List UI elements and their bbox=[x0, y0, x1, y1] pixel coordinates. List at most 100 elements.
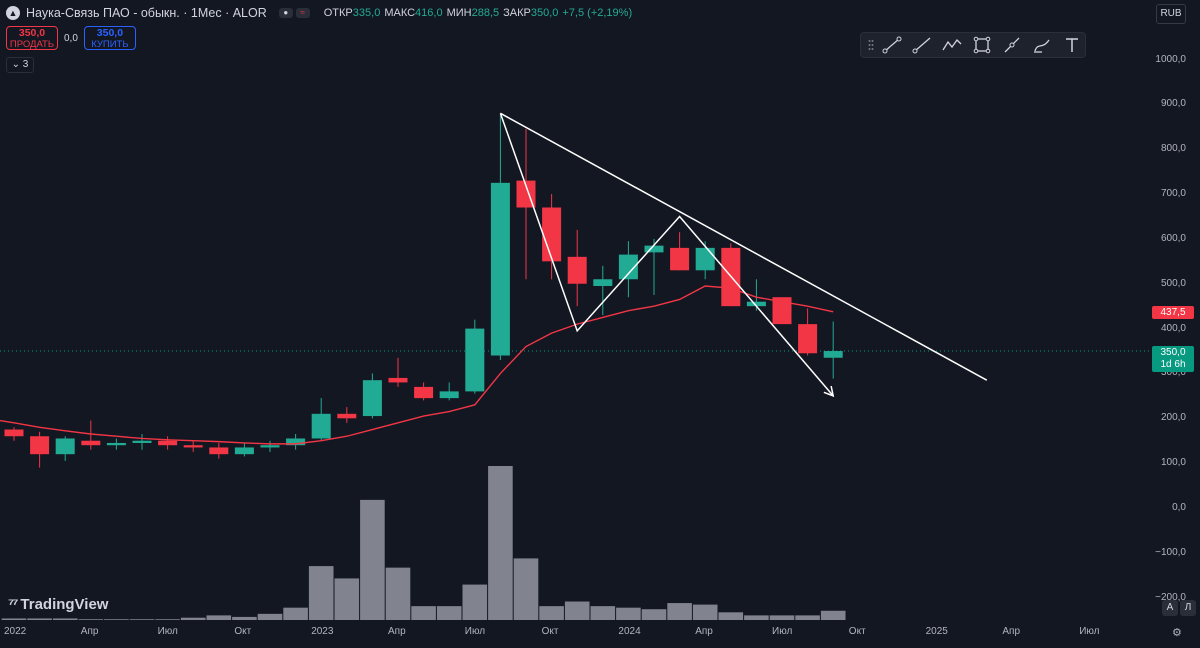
price-tick-label: 900,0 bbox=[1160, 98, 1186, 110]
volume-bar bbox=[488, 466, 513, 620]
candle-body bbox=[132, 440, 152, 443]
time-tick-label: Окт bbox=[541, 626, 559, 637]
volume-bar bbox=[513, 558, 539, 620]
ohlc-value: 416,0 bbox=[415, 7, 443, 19]
time-tick-label: Окт bbox=[234, 626, 252, 637]
trade-buttons: 350,0 ПРОДАТЬ 0,0 350,0 КУПИТЬ bbox=[6, 26, 136, 50]
settings-gear-icon[interactable]: ⚙ bbox=[1172, 627, 1182, 639]
ohlc-item: МАКС416,0 bbox=[384, 7, 442, 19]
tradingview-logo-icon: ⁷⁷ bbox=[8, 596, 18, 613]
time-tick-label: Апр bbox=[1002, 626, 1021, 637]
volume-bar bbox=[411, 606, 436, 620]
trend-line-icon[interactable] bbox=[879, 34, 905, 56]
ohlc-item: МИН288,5 bbox=[447, 7, 500, 19]
tradingview-logo[interactable]: ⁷⁷ TradingView bbox=[8, 596, 108, 613]
time-tick-label: 2023 bbox=[311, 626, 334, 637]
volume-bar bbox=[539, 606, 564, 620]
price-tick-label: 100,0 bbox=[1160, 457, 1186, 469]
volume-bar bbox=[257, 613, 283, 620]
ohlc-key: ОТКР bbox=[323, 7, 353, 19]
candle-body bbox=[30, 436, 50, 455]
drag-handle-icon[interactable] bbox=[867, 34, 875, 56]
candle-body bbox=[337, 413, 357, 419]
symbol-logo-icon[interactable]: ▲ bbox=[6, 6, 20, 20]
time-tick-label: 2022 bbox=[4, 626, 27, 637]
candle-body bbox=[670, 247, 690, 271]
ohlc-key: МИН bbox=[446, 7, 472, 19]
candle-body bbox=[414, 386, 434, 399]
candle-body bbox=[388, 377, 408, 383]
ohlc-key: МАКС bbox=[384, 7, 416, 19]
volume-bar bbox=[744, 615, 769, 620]
time-tick-label: Июл bbox=[464, 626, 486, 637]
candle-body bbox=[55, 438, 75, 455]
volume-bar bbox=[590, 606, 616, 620]
volume-bar bbox=[641, 609, 667, 620]
price-tick-label: −200,0 bbox=[1155, 591, 1186, 603]
candle-body bbox=[593, 279, 613, 286]
last-price-value: 350,0 bbox=[1160, 347, 1186, 358]
sell-button[interactable]: 350,0 ПРОДАТЬ bbox=[6, 26, 58, 50]
market-status-icon[interactable]: ● bbox=[278, 8, 293, 18]
rectangle-icon[interactable] bbox=[969, 34, 995, 56]
volume-bar bbox=[155, 619, 180, 620]
bar-countdown: 1d 6h bbox=[1160, 359, 1186, 370]
time-tick-label: Июл bbox=[772, 626, 793, 637]
chart-header: ▲ Наука-Связь ПАО - обыкн. · 1Мес · ALOR… bbox=[6, 4, 632, 22]
candle-body bbox=[234, 447, 254, 455]
price-tick-label: 200,0 bbox=[1160, 412, 1186, 424]
moving-average-line bbox=[0, 285, 834, 445]
candle-body bbox=[567, 256, 587, 284]
ohlc-value: 288,5 bbox=[471, 7, 500, 19]
volume-bar bbox=[718, 612, 744, 620]
candle-body bbox=[772, 297, 792, 325]
trend-line-drawing bbox=[500, 112, 988, 381]
volume-bar bbox=[1, 618, 27, 620]
volume-bar bbox=[308, 566, 334, 620]
auto-scale-button[interactable]: A bbox=[1162, 600, 1178, 616]
ray-line-icon[interactable] bbox=[909, 34, 935, 56]
volume-bar bbox=[52, 618, 78, 620]
volume-bar bbox=[334, 578, 360, 620]
candle-body bbox=[542, 207, 562, 262]
data-delay-icon[interactable]: ≈ bbox=[295, 8, 310, 18]
volume-bar bbox=[462, 584, 488, 620]
text-icon[interactable] bbox=[1059, 34, 1085, 56]
time-tick-label: Апр bbox=[388, 626, 406, 637]
candle-body bbox=[695, 247, 715, 271]
candle-body bbox=[286, 438, 306, 446]
buy-button[interactable]: 350,0 КУПИТЬ bbox=[83, 26, 136, 50]
ohlc-item: +7,5 (+2,19%) bbox=[562, 7, 632, 19]
pattern-icon[interactable] bbox=[939, 34, 965, 56]
candle-body bbox=[4, 429, 24, 437]
brush-icon[interactable] bbox=[999, 34, 1025, 56]
drawing-toolbar bbox=[860, 32, 1086, 58]
candle-body bbox=[746, 301, 766, 307]
candle-body bbox=[465, 328, 485, 392]
symbol-title[interactable]: Наука-Связь ПАО - обыкн. · 1Мес · ALOR bbox=[26, 6, 267, 20]
ma-price-label: 437,5 bbox=[1152, 306, 1194, 319]
buy-price: 350,0 bbox=[96, 27, 124, 39]
volume-bar bbox=[769, 615, 795, 620]
price-tick-label: 800,0 bbox=[1160, 143, 1186, 155]
ohlc-key: ЗАКР bbox=[503, 7, 531, 19]
ohlc-value: +7,5 (+2,19%) bbox=[562, 7, 633, 19]
log-scale-button[interactable]: Л bbox=[1180, 600, 1196, 616]
candle-body bbox=[260, 445, 280, 448]
volume-bar bbox=[180, 617, 206, 620]
sell-price: 350,0 bbox=[18, 27, 46, 39]
candle-body bbox=[183, 445, 203, 448]
candle-body bbox=[362, 380, 382, 417]
price-tick-label: 400,0 bbox=[1160, 322, 1186, 334]
price-tick-label: 500,0 bbox=[1160, 277, 1186, 289]
price-tick-label: −100,0 bbox=[1155, 546, 1186, 558]
volume-bar bbox=[206, 615, 232, 620]
volume-bar bbox=[564, 601, 590, 620]
price-tick-label: 600,0 bbox=[1160, 232, 1186, 244]
currency-selector[interactable]: RUB bbox=[1156, 4, 1186, 24]
pen-icon[interactable] bbox=[1029, 34, 1055, 56]
indicators-toggle[interactable]: ⌄ 3 bbox=[6, 57, 34, 73]
candle-body bbox=[311, 413, 331, 439]
candle-body bbox=[209, 447, 229, 455]
